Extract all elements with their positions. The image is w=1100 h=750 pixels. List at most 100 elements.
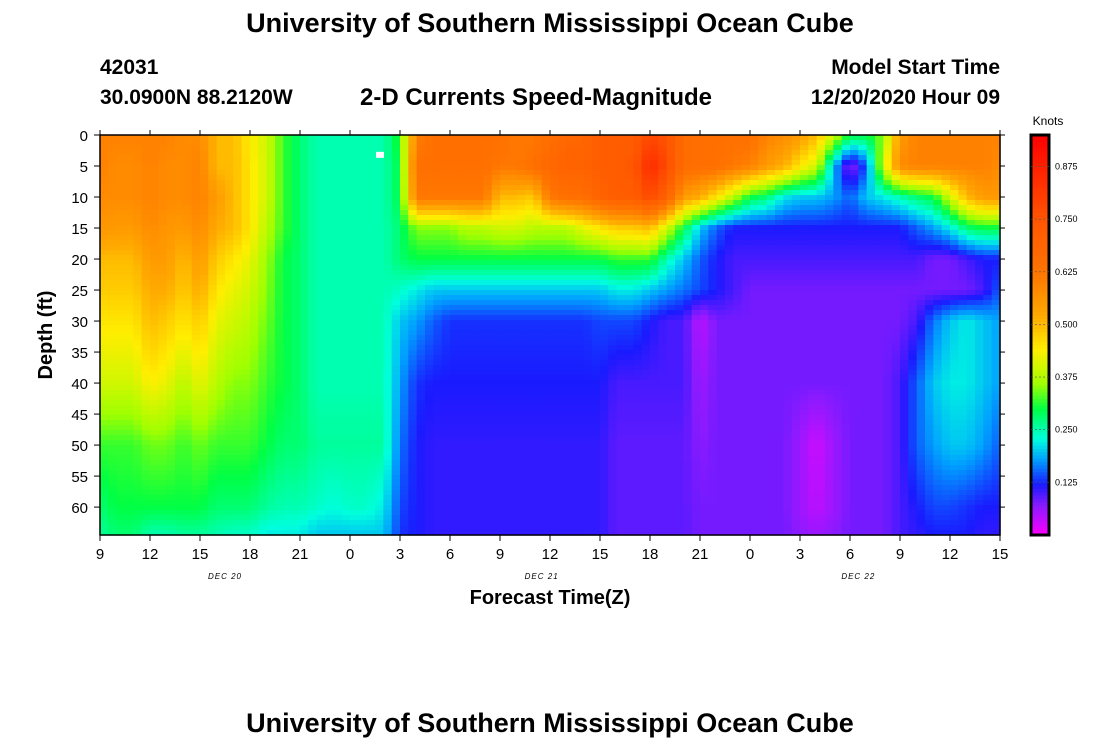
heatmap-cell: [458, 280, 468, 286]
heatmap-cell: [300, 355, 309, 361]
heatmap-cell: [816, 320, 826, 326]
heatmap-cell: [983, 330, 993, 336]
heatmap-cell: [925, 205, 934, 211]
heatmap-cell: [825, 335, 834, 341]
heatmap-cell: [508, 330, 518, 336]
heatmap-cell: [808, 260, 818, 266]
heatmap-cell: [958, 215, 968, 221]
heatmap-cell: [800, 175, 809, 181]
heatmap-cell: [916, 165, 926, 171]
heatmap-cell: [975, 175, 984, 181]
heatmap-cell: [158, 190, 168, 196]
heatmap-cell: [858, 320, 868, 326]
heatmap-cell: [725, 240, 734, 246]
heatmap-cell: [883, 225, 893, 231]
heatmap-cell: [600, 215, 609, 221]
heatmap-cell: [775, 230, 784, 236]
heatmap-cell: [141, 170, 151, 176]
heatmap-cell: [641, 300, 651, 306]
heatmap-cell: [750, 255, 759, 261]
heatmap-cell: [500, 205, 509, 211]
heatmap-cell: [983, 185, 993, 191]
heatmap-cell: [433, 275, 443, 281]
heatmap-cell: [475, 300, 484, 306]
heatmap-cell: [150, 280, 159, 286]
heatmap-cell: [433, 230, 443, 236]
heatmap-cell: [750, 280, 759, 286]
heatmap-cell: [258, 300, 268, 306]
heatmap-cell: [850, 355, 859, 361]
heatmap-cell: [666, 345, 676, 351]
heatmap-cell: [550, 315, 559, 321]
heatmap-cell: [950, 315, 959, 321]
heatmap-cell: [525, 280, 534, 286]
heatmap-cell: [500, 185, 509, 191]
heatmap-cell: [591, 205, 601, 211]
heatmap-cell: [366, 250, 376, 256]
heatmap-cell: [900, 320, 909, 326]
heatmap-cell: [950, 340, 959, 346]
heatmap-cell: [125, 365, 134, 371]
heatmap-cell: [116, 285, 126, 291]
heatmap-cell: [466, 355, 476, 361]
heatmap-cell: [966, 270, 976, 276]
heatmap-cell: [400, 315, 409, 321]
heatmap-cell: [633, 135, 643, 141]
heatmap-cell: [575, 185, 584, 191]
heatmap-cell: [816, 240, 826, 246]
heatmap-cell: [433, 300, 443, 306]
heatmap-cell: [225, 245, 234, 251]
heatmap-cell: [458, 255, 468, 261]
heatmap-cell: [858, 345, 868, 351]
heatmap-cell: [183, 305, 193, 311]
heatmap-cell: [583, 205, 593, 211]
heatmap-cell: [291, 205, 301, 211]
heatmap-cell: [925, 315, 934, 321]
heatmap-cell: [141, 245, 151, 251]
heatmap-cell: [500, 245, 509, 251]
heatmap-cell: [841, 360, 851, 366]
heatmap-cell: [483, 360, 493, 366]
heatmap-cell: [758, 285, 768, 291]
heatmap-cell: [458, 215, 468, 221]
heatmap-cell: [541, 195, 551, 201]
heatmap-cell: [550, 245, 559, 251]
heatmap-cell: [191, 145, 201, 151]
heatmap-cell: [800, 355, 809, 361]
heatmap-cell: [675, 250, 684, 256]
heatmap-cell: [450, 145, 459, 151]
heatmap-cell: [400, 205, 409, 211]
heatmap-cell: [400, 210, 409, 216]
heatmap-cell: [641, 190, 651, 196]
heatmap-cell: [550, 140, 559, 146]
heatmap-cell: [675, 340, 684, 346]
heatmap-cell: [316, 345, 326, 351]
heatmap-cell: [441, 145, 451, 151]
heatmap-cell: [566, 165, 576, 171]
heatmap-cell: [725, 285, 734, 291]
heatmap-cell: [475, 230, 484, 236]
heatmap-cell: [616, 285, 626, 291]
heatmap-cell: [966, 170, 976, 176]
heatmap-cell: [850, 195, 859, 201]
heatmap-cell: [816, 345, 826, 351]
heatmap-cell: [383, 210, 393, 216]
heatmap-cell: [416, 330, 426, 336]
heatmap-cell: [233, 305, 243, 311]
heatmap-cell: [183, 180, 193, 186]
heatmap-cell: [900, 280, 909, 286]
heatmap-cell: [625, 325, 634, 331]
heatmap-cell: [208, 145, 218, 151]
heatmap-cell: [975, 340, 984, 346]
heatmap-cell: [366, 195, 376, 201]
heatmap-cell: [750, 345, 759, 351]
heatmap-cell: [300, 190, 309, 196]
heatmap-cell: [816, 275, 826, 281]
heatmap-cell: [225, 265, 234, 271]
heatmap-cell: [808, 315, 818, 321]
heatmap-cell: [766, 270, 776, 276]
heatmap-cell: [600, 200, 609, 206]
heatmap-cell: [841, 315, 851, 321]
heatmap-cell: [416, 360, 426, 366]
heatmap-cell: [716, 250, 726, 256]
